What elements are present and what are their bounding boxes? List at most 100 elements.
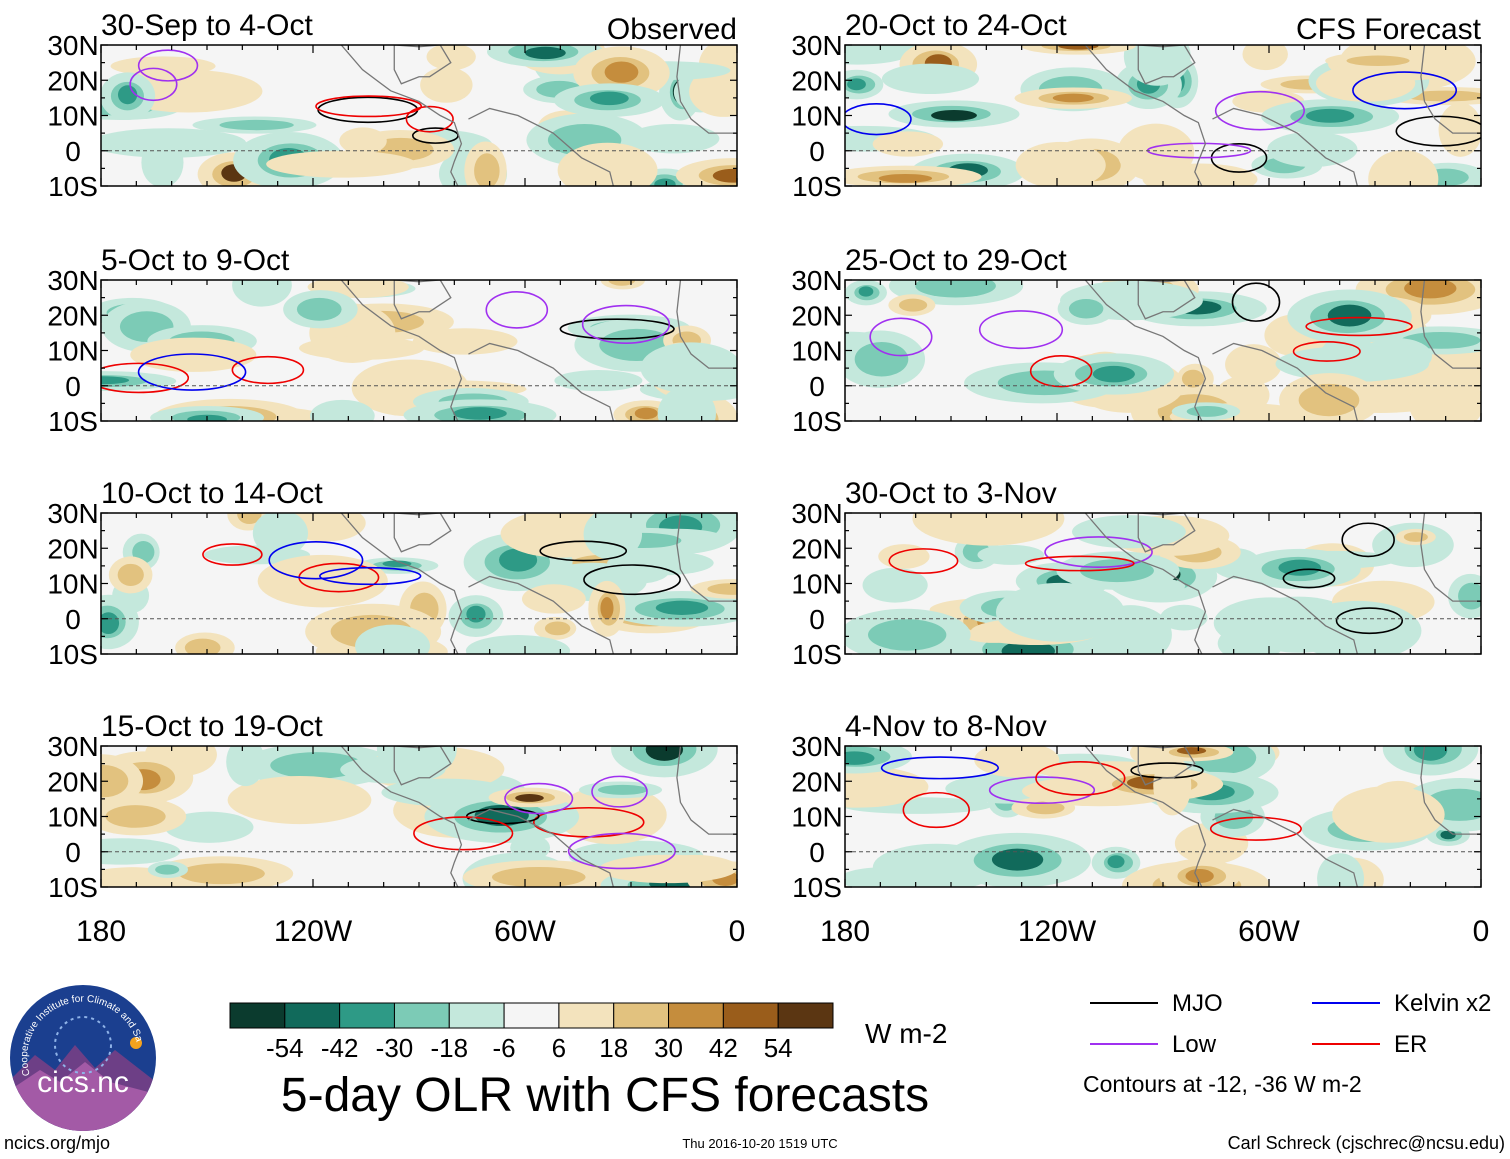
olr-anomaly <box>1160 604 1208 631</box>
wave-contour <box>1029 354 1093 388</box>
y-tick-label: 30N <box>791 265 842 296</box>
olr-anomaly <box>412 328 518 355</box>
wave-contour <box>1305 316 1413 337</box>
y-tick-label: 0 <box>65 136 81 167</box>
x-axis-labels: 180 120W 60W 0 180 120W 60W 0 <box>76 915 1489 948</box>
olr-anomaly <box>915 280 996 298</box>
olr-anomaly <box>599 854 737 884</box>
wave-contour <box>101 362 190 394</box>
olr-anomaly <box>1015 141 1106 186</box>
wave-contour <box>268 541 364 580</box>
gulf-coastline <box>393 280 452 320</box>
americas-coastline <box>1084 513 1207 654</box>
panel-title: 15-Oct to 19-Oct <box>101 710 323 743</box>
colorbar-swatch <box>284 1002 341 1029</box>
colorbar-swatch <box>339 1002 395 1029</box>
colorbar-label: 18 <box>599 1033 628 1063</box>
olr-anomaly <box>600 596 614 620</box>
colorbar-swatch <box>393 1002 450 1029</box>
wave-contour <box>539 540 628 562</box>
gulf-coastline <box>393 746 452 786</box>
wave-contour <box>1231 282 1281 322</box>
wave-contour <box>559 318 675 340</box>
olr-anomaly <box>521 584 586 614</box>
y-tick-label: 0 <box>809 837 825 868</box>
wave-contour <box>202 543 263 566</box>
wave-contour <box>1335 607 1404 635</box>
olr-anomaly <box>589 91 629 106</box>
americas-coastline <box>1084 746 1207 887</box>
y-tick-label: 20N <box>47 300 98 331</box>
colorbar-label: 6 <box>552 1033 566 1063</box>
figure-title: 5-day OLR with CFS forecasts <box>281 1069 929 1122</box>
colorbar-swatch <box>448 1002 505 1029</box>
americas-coastline <box>340 746 463 887</box>
legend-label: Kelvin x2 <box>1394 990 1491 1017</box>
olr-anomaly <box>557 142 658 186</box>
olr-anomaly <box>257 554 388 608</box>
olr-anomaly <box>1267 131 1358 168</box>
legend-label: Low <box>1172 1031 1217 1058</box>
wave-contour <box>1214 90 1305 131</box>
colorbar-swatch <box>613 1002 670 1029</box>
olr-anomaly <box>310 399 375 421</box>
olr-anomaly <box>101 128 247 158</box>
olr-anomaly <box>178 863 265 885</box>
olr-anomaly <box>712 168 737 183</box>
wave-contour <box>137 49 199 82</box>
olr-anomaly <box>492 866 586 887</box>
olr-anomaly <box>382 560 412 568</box>
footer-url: ncics.org/mjo <box>4 1133 110 1153</box>
y-tick-label: 10S <box>792 639 842 670</box>
olr-anomaly <box>878 173 933 183</box>
wave-contour <box>1024 555 1135 572</box>
olr-anomaly <box>117 85 138 105</box>
wave-contour <box>869 317 933 357</box>
olr-anomaly <box>1068 299 1104 319</box>
olr-anomaly <box>931 109 977 121</box>
wave-contour <box>504 782 574 815</box>
olr-anomaly <box>845 45 919 65</box>
panel: 30N 20N 10N 0 10S 10-Oct to 14-Oct <box>47 477 738 670</box>
olr-anomaly <box>1404 280 1457 299</box>
y-tick-label: 10S <box>48 639 98 670</box>
olr-anomaly <box>453 407 507 420</box>
olr-anomaly <box>544 621 571 636</box>
wave-contour <box>581 304 671 344</box>
olr-anomaly <box>266 150 417 178</box>
olr-anomaly <box>912 513 1065 546</box>
y-tick-label: 20N <box>791 766 842 797</box>
olr-anomaly <box>845 867 930 887</box>
south-america-coastline <box>1212 107 1358 186</box>
x-tick-label: 0 <box>729 915 746 948</box>
south-america-coastline <box>468 808 614 887</box>
olr-anomaly <box>524 46 566 60</box>
olr-anomaly <box>1123 45 1191 86</box>
wave-contour <box>411 127 459 144</box>
olr-anomaly <box>1298 383 1360 417</box>
olr-anomaly <box>1080 559 1154 583</box>
panel-title: 25-Oct to 29-Oct <box>845 244 1067 277</box>
olr-anomaly <box>1440 830 1456 840</box>
olr-anomaly <box>252 513 308 557</box>
olr-field <box>845 746 1481 887</box>
olr-anomaly <box>1117 123 1195 182</box>
africa-coastline <box>676 513 737 602</box>
olr-anomaly <box>466 605 486 623</box>
y-tick-label: 10S <box>48 872 98 903</box>
panel: 30N 20N 10N 0 10S 30-Sep to 4-Oct Observed <box>47 9 738 202</box>
south-america-coastline <box>1212 342 1358 421</box>
olr-anomaly <box>583 513 643 561</box>
olr-anomaly <box>1315 64 1416 102</box>
wave-contour <box>1035 760 1126 796</box>
wave-contour <box>1341 522 1395 558</box>
wave-contour <box>1395 115 1481 147</box>
gulf-coastline <box>1137 513 1196 553</box>
wave-contour <box>978 310 1064 350</box>
y-tick-label: 20N <box>791 65 842 96</box>
south-america-coastline <box>1212 575 1358 654</box>
africa-coastline <box>676 280 737 369</box>
y-tick-label: 0 <box>65 837 81 868</box>
panel-tag: CFS Forecast <box>1296 13 1482 46</box>
wave-contour <box>1209 816 1302 841</box>
